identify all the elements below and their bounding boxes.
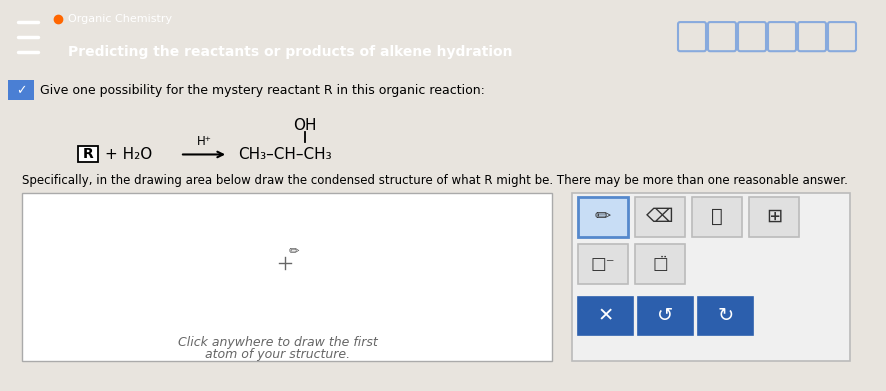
Text: Give one possibility for the mystery reactant R in this organic reaction:: Give one possibility for the mystery rea… xyxy=(40,84,485,97)
Text: atom of your structure.: atom of your structure. xyxy=(206,348,351,361)
Bar xyxy=(635,197,685,237)
Bar xyxy=(749,197,799,237)
Text: R: R xyxy=(82,147,93,161)
Text: CH₃–CH–CH₃: CH₃–CH–CH₃ xyxy=(238,147,331,162)
Text: ↻: ↻ xyxy=(718,306,734,325)
Text: □⁻: □⁻ xyxy=(591,255,615,273)
Text: ⌫: ⌫ xyxy=(646,207,674,226)
Text: Click anywhere to draw the first: Click anywhere to draw the first xyxy=(178,336,377,350)
Text: Organic Chemistry: Organic Chemistry xyxy=(68,14,172,24)
Bar xyxy=(578,197,628,237)
Text: ↺: ↺ xyxy=(657,306,673,325)
Bar xyxy=(635,244,685,284)
Bar xyxy=(692,197,742,237)
Bar xyxy=(698,297,753,335)
Text: □̈: □̈ xyxy=(652,255,668,273)
Bar xyxy=(578,297,633,335)
Bar xyxy=(78,147,98,163)
Text: ✏: ✏ xyxy=(289,246,299,259)
Text: Specifically, in the drawing area below draw the condensed structure of what R m: Specifically, in the drawing area below … xyxy=(22,174,848,187)
Bar xyxy=(8,80,34,100)
Bar xyxy=(22,192,552,361)
Text: ✋: ✋ xyxy=(711,207,723,226)
Text: ✕: ✕ xyxy=(597,306,614,325)
Text: ✏: ✏ xyxy=(595,207,611,226)
Text: OH: OH xyxy=(293,118,317,133)
Bar xyxy=(572,192,850,361)
Bar xyxy=(578,244,628,284)
Text: Predicting the reactants or products of alkene hydration: Predicting the reactants or products of … xyxy=(68,45,512,59)
Text: + H₂O: + H₂O xyxy=(105,147,152,162)
Text: H⁺: H⁺ xyxy=(197,135,212,149)
Text: ⊞: ⊞ xyxy=(766,207,782,226)
Text: ✓: ✓ xyxy=(16,84,27,97)
Bar xyxy=(638,297,693,335)
